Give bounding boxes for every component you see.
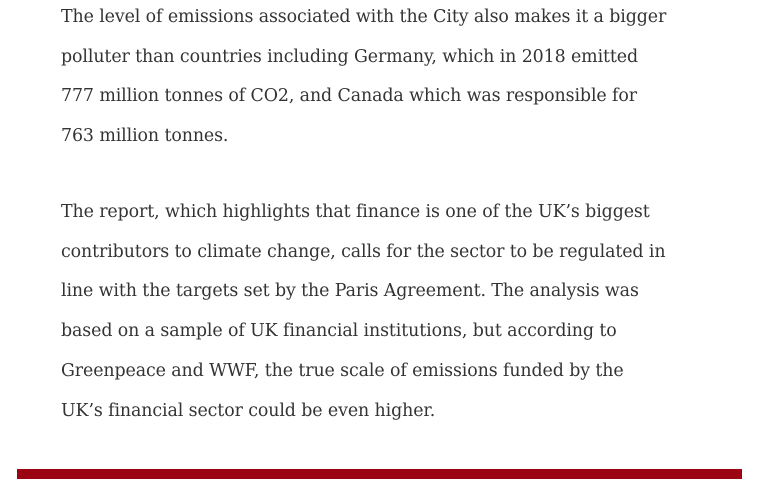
text-line: based on a sample of UK financial instit… xyxy=(61,321,617,342)
text-line: The level of emissions associated with t… xyxy=(61,7,667,27)
text-line: 777 million tonnes of CO2, and Canada wh… xyxy=(61,86,637,107)
text-line: line with the targets set by the Paris A… xyxy=(61,281,639,302)
paragraph-emissions-comparison: The level of emissions associated with t… xyxy=(61,0,666,157)
paragraph-report-summary: The report, which highlights that financ… xyxy=(61,193,666,431)
text-line: 763 million tonnes. xyxy=(61,126,229,147)
text-line: contributors to climate change, calls fo… xyxy=(61,241,666,262)
text-line: UK’s financial sector could be even high… xyxy=(61,400,436,421)
text-line: polluter than countries including German… xyxy=(61,46,639,67)
text-line: The report, which highlights that financ… xyxy=(61,202,650,222)
text-line: Greenpeace and WWF, the true scale of em… xyxy=(61,360,624,381)
section-divider-bar xyxy=(17,469,742,479)
